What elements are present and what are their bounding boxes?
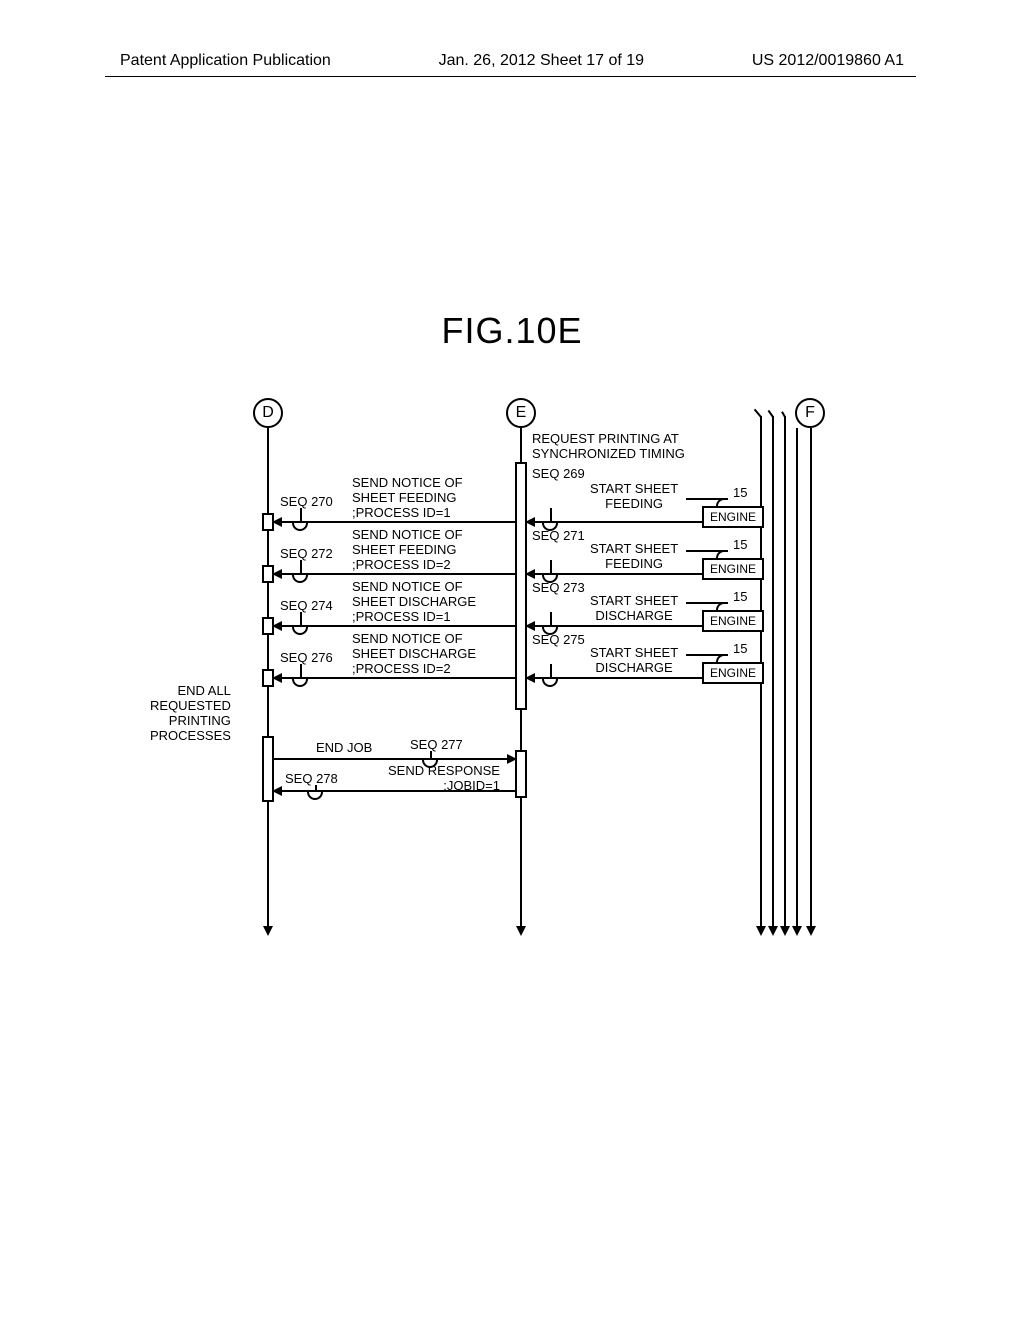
fifteen-2: 15 [733,538,747,553]
lifeline-f2-stub [768,410,774,418]
seq-270-curve [292,521,308,531]
end-job-text: END JOB [316,741,372,756]
lifeline-f4 [796,428,798,928]
connector-e: E [506,398,536,428]
seq-272-tick [300,560,302,573]
arrow-e-to-d-2 [272,569,282,579]
seq-274-label: SEQ 274 [280,598,333,613]
seq-270-label: SEQ 270 [280,494,333,509]
seq-276-tick [300,664,302,677]
seq-273-label: SEQ 273 [532,580,585,595]
engine-box-1: ENGINE [702,506,764,528]
arrow-f4-end [792,926,802,936]
connector-f: F [795,398,825,428]
arrow-f2-end [768,926,778,936]
arrow-f5-end [806,926,816,936]
seq-269-label: SEQ 269 [532,466,585,481]
send-resp-text: SEND RESPONSE ;JOBID=1 [388,764,500,794]
seq-272-curve [292,573,308,583]
arrow-d-end [263,926,273,936]
msg-start-disch-2: START SHEET DISCHARGE [590,646,678,676]
lifeline-f3-stub [781,411,786,417]
seq-271-tick [550,560,552,573]
seq-277-tick [430,751,432,758]
arrow-e-to-d-3 [272,621,282,631]
seq-276-curve [292,677,308,687]
msg-e-to-d-3 [274,625,515,627]
arrow-send-resp [272,786,282,796]
connector-d: D [253,398,283,428]
engine-box-4: ENGINE [702,662,764,684]
arrow-f3-end [780,926,790,936]
lifeline-f3 [784,416,786,928]
msg-notice-disch-2: SEND NOTICE OF SHEET DISCHARGE ;PROCESS … [352,632,476,677]
msg-notice-feed-1: SEND NOTICE OF SHEET FEEDING ;PROCESS ID… [352,476,463,521]
engine-box-3: ENGINE [702,610,764,632]
msg-end-job [274,758,515,760]
fifteen-1: 15 [733,486,747,501]
seq-278-label: SEQ 278 [285,771,338,786]
header-rule [105,76,916,77]
arrow-f-to-e-4 [525,673,535,683]
seq-272-label: SEQ 272 [280,546,333,561]
lifeline-f1-stub [754,409,762,418]
top-note: REQUEST PRINTING AT SYNCHRONIZED TIMING [532,432,685,462]
sequence-diagram: D E F REQUEST PRINTING AT SYNCHRONIZED T… [120,398,890,968]
seq-275-curve [542,677,558,687]
arrow-e-end [516,926,526,936]
seq-271-label: SEQ 271 [532,528,585,543]
msg-e-to-d-2 [274,573,515,575]
arrow-end-job [507,754,517,764]
engine-box-2: ENGINE [702,558,764,580]
lifeline-f5 [810,428,812,928]
arrow-f-to-e-2 [525,569,535,579]
header-right: US 2012/0019860 A1 [752,52,904,70]
arrow-e-to-d-4 [272,673,282,683]
fifteen-4: 15 [733,642,747,657]
header-center: Jan. 26, 2012 Sheet 17 of 19 [439,52,645,70]
arrow-e-to-d-1 [272,517,282,527]
header-left: Patent Application Publication [120,52,331,70]
msg-notice-disch-1: SEND NOTICE OF SHEET DISCHARGE ;PROCESS … [352,580,476,625]
msg-start-feed-2: START SHEET FEEDING [590,542,678,572]
arrow-f-to-e-1 [525,517,535,527]
msg-e-to-d-1 [274,521,515,523]
msg-e-to-d-4 [274,677,515,679]
seq-277-label: SEQ 277 [410,737,463,752]
lifeline-f2 [772,416,774,928]
arrow-f1-end [756,926,766,936]
seq-269-tick [550,508,552,521]
side-note-end-all: END ALL REQUESTED PRINTING PROCESSES [150,684,231,744]
seq-270-tick [300,508,302,521]
msg-notice-feed-2: SEND NOTICE OF SHEET FEEDING ;PROCESS ID… [352,528,463,573]
seq-274-tick [300,612,302,625]
seq-275-tick [550,664,552,677]
msg-start-disch-1: START SHEET DISCHARGE [590,594,678,624]
figure-title: FIG.10E [0,310,1024,352]
msg-start-feed-1: START SHEET FEEDING [590,482,678,512]
seq-276-label: SEQ 276 [280,650,333,665]
fifteen-3: 15 [733,590,747,605]
seq-275-label: SEQ 275 [532,632,585,647]
seq-274-curve [292,625,308,635]
seq-273-tick [550,612,552,625]
arrow-f-to-e-3 [525,621,535,631]
seq-278-curve [307,790,323,800]
